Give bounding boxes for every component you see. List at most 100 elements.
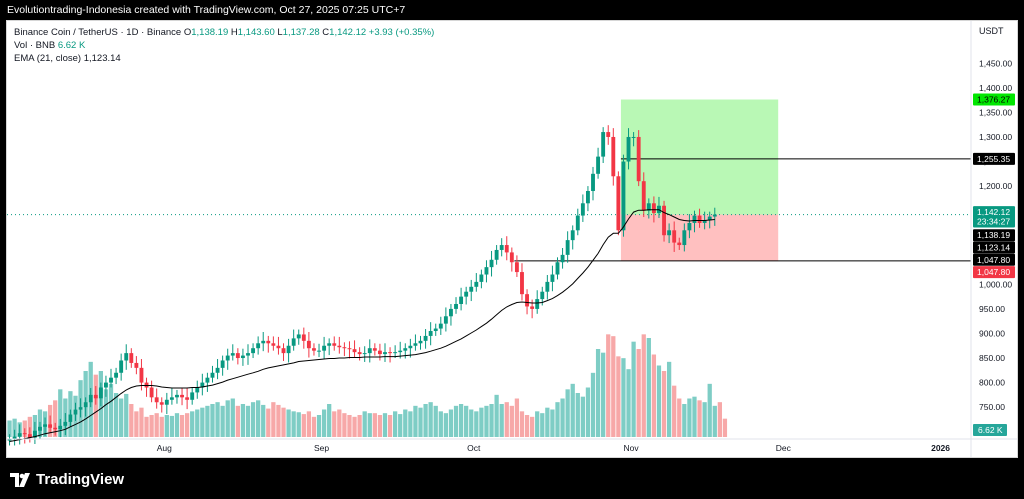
target-zone[interactable] [620, 99, 779, 215]
candle [514, 262, 519, 273]
candle [377, 350, 382, 355]
candle [677, 242, 682, 246]
candle [636, 136, 641, 182]
volume-bar [225, 400, 230, 437]
volume-bar [418, 407, 423, 437]
ema-label[interactable]: EMA (21, close) [14, 53, 82, 64]
y-tick-label: 800.00 [979, 378, 1005, 388]
volume-bar [535, 411, 540, 437]
candle [68, 414, 73, 422]
candle [246, 353, 250, 356]
candle [185, 397, 190, 400]
volume-bar [560, 398, 565, 437]
x-tick-label: Dec [776, 443, 792, 453]
volume-legend: Vol · BNB 6.62 K [14, 40, 85, 51]
volume-bar [565, 389, 570, 437]
price-chart[interactable]: USDT 1,450.00 1,400.00 1,350.00 1,300.00 1,25… [7, 21, 1017, 457]
volume-bar [169, 415, 175, 437]
volume-label[interactable]: Vol · BNB [14, 40, 56, 51]
candle [180, 394, 184, 398]
candle [383, 352, 387, 355]
candle [215, 367, 220, 373]
volume-bar [154, 413, 159, 437]
price-label-box [973, 215, 1015, 228]
high-label: H [230, 27, 238, 38]
volume-bar [474, 411, 479, 437]
candle [190, 392, 195, 400]
candle [347, 348, 352, 350]
candle [362, 353, 367, 355]
volume-bar [230, 398, 235, 437]
y-tick-label: 1,450.00 [979, 58, 1012, 68]
tradingview-logo[interactable]: TradingView [10, 471, 124, 488]
price-label-box [973, 93, 1015, 106]
volume-bar [712, 405, 717, 437]
volume-bar [27, 416, 32, 437]
candle [555, 262, 560, 275]
volume-bar [631, 341, 636, 437]
candle [251, 348, 256, 354]
volume-bar [540, 413, 545, 437]
candle [408, 345, 413, 349]
candle [48, 424, 53, 428]
candle [124, 353, 129, 361]
candle [474, 281, 479, 287]
volume-bar [124, 393, 129, 437]
y-tick-label: 750.00 [979, 402, 1005, 412]
candle [464, 291, 469, 297]
x-tick-label: Sep [314, 443, 329, 453]
plot-area[interactable] [7, 21, 971, 457]
candle [332, 343, 337, 346]
volume-bar [316, 415, 322, 437]
candle [530, 306, 535, 309]
volume-bar [342, 413, 347, 437]
candle [601, 132, 606, 157]
candle [149, 387, 154, 398]
volume-bar [256, 400, 261, 437]
candle [398, 350, 403, 353]
volume-bar [666, 361, 672, 437]
volume-bar [661, 371, 667, 437]
volume-bar [585, 387, 591, 437]
price-label-box [973, 206, 1015, 219]
candle [403, 348, 408, 351]
symbol-name[interactable]: Binance Coin / TetherUS · 1D · Binance [14, 27, 182, 38]
volume-bar [144, 416, 149, 437]
volume-bar [479, 407, 484, 437]
ema-legend: EMA (21, close) 1,123.14 [14, 53, 121, 64]
candle [352, 349, 357, 353]
candle [504, 245, 509, 253]
candle [296, 334, 301, 339]
candle [682, 230, 687, 246]
volume-bar [382, 413, 388, 437]
candle [32, 430, 37, 438]
candle [266, 340, 271, 344]
volume-bar [509, 405, 514, 437]
candle [641, 181, 646, 211]
volume-bar [438, 411, 443, 437]
candle [580, 203, 585, 216]
candle [372, 348, 377, 351]
candle [484, 267, 489, 275]
chart-frame[interactable]: USDT 1,450.00 1,400.00 1,350.00 1,300.00 1,25… [6, 20, 1018, 458]
volume-bar [220, 405, 225, 437]
candle [109, 377, 113, 383]
price-label: 1,255.35 [977, 154, 1010, 164]
candle [621, 161, 626, 231]
volume-bar [702, 402, 707, 437]
close-label: C [322, 27, 330, 38]
volume-bar [504, 402, 509, 437]
candle [646, 203, 651, 211]
volume-bar [484, 405, 489, 437]
volume-bar [433, 405, 438, 437]
candle [7, 439, 12, 441]
candle [509, 252, 514, 263]
candle [423, 335, 428, 341]
volume-bar [347, 415, 352, 437]
candle [616, 176, 621, 231]
price-label-box [973, 152, 1015, 165]
change-value: +3.93 (+0.35%) [368, 27, 435, 38]
candle [119, 360, 124, 373]
volume-bar [332, 411, 337, 437]
candle [240, 355, 245, 359]
